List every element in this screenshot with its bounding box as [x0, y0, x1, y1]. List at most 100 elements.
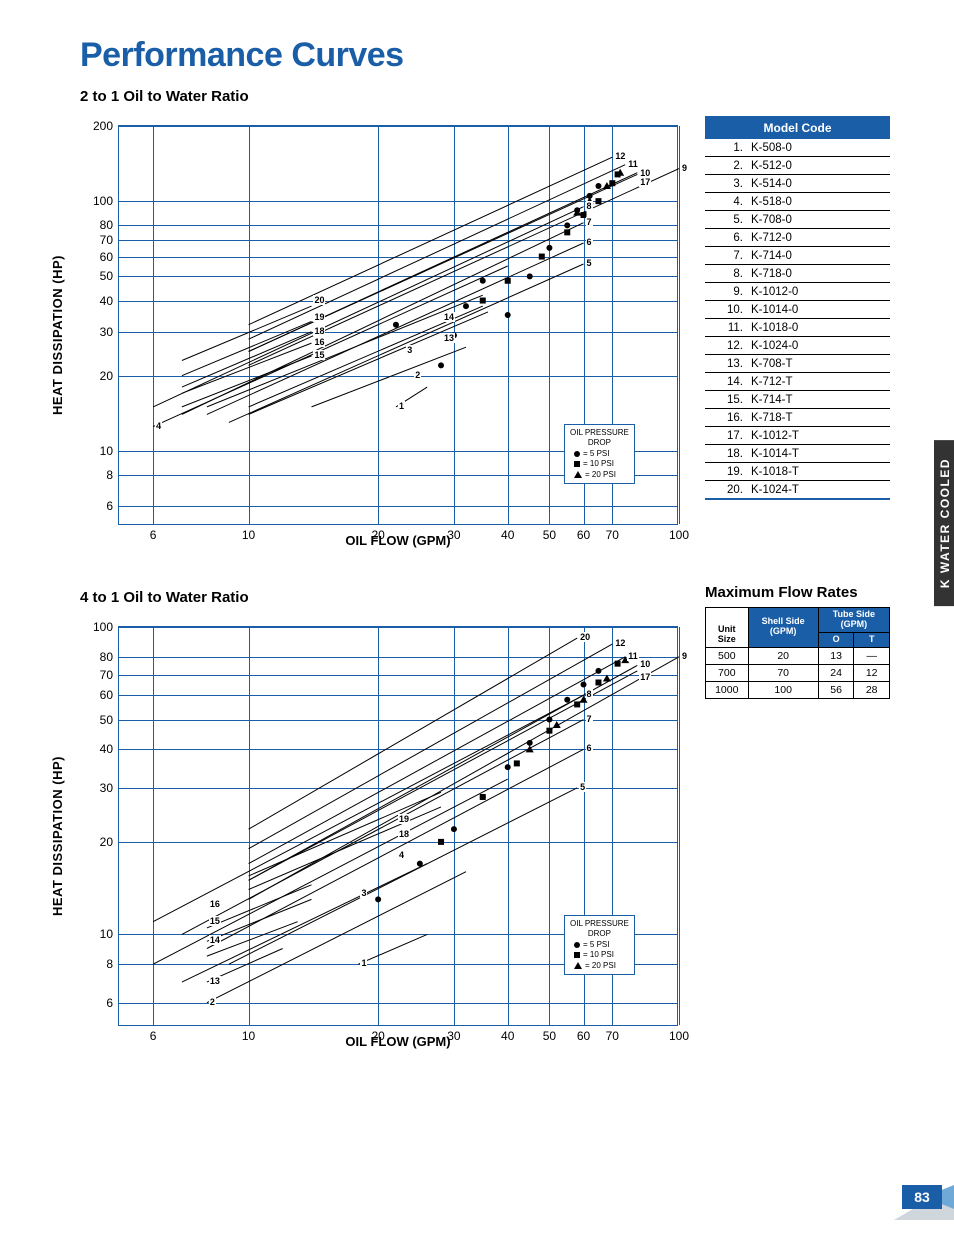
- ytick-label: 80: [100, 218, 119, 232]
- circle-icon: [574, 451, 580, 457]
- model-row-code: K-1014-0: [745, 301, 890, 319]
- model-row-num: 20.: [705, 481, 745, 500]
- xtick-label: 100: [669, 1025, 689, 1043]
- chart2-subtitle: 4 to 1 Oil to Water Ratio: [80, 589, 700, 606]
- model-row-num: 18.: [705, 445, 745, 463]
- chart1-xlabel: OIL FLOW (GPM): [118, 533, 678, 548]
- ytick-label: 20: [100, 835, 119, 849]
- legend-label: = 10 PSI: [583, 950, 614, 960]
- line-label: 2: [414, 370, 421, 380]
- xtick-label: 60: [577, 524, 590, 542]
- model-row-code: K-512-0: [745, 157, 890, 175]
- line-label: 14: [443, 312, 455, 322]
- model-row: 8.K-718-0: [705, 265, 890, 283]
- flow-h-t: T: [854, 632, 890, 647]
- ytick-label: 8: [106, 468, 119, 482]
- line-label: 16: [313, 337, 325, 347]
- line-label: 19: [398, 814, 410, 824]
- page-title: Performance Curves: [80, 36, 890, 75]
- ytick-label: 50: [100, 713, 119, 727]
- model-row-num: 13.: [705, 355, 745, 373]
- ytick-label: 30: [100, 325, 119, 339]
- line-label: 19: [313, 312, 325, 322]
- line-label: 5: [586, 258, 593, 268]
- line-label: 1: [398, 401, 405, 411]
- line-label: 9: [681, 651, 688, 661]
- circle-icon: [574, 942, 580, 948]
- model-row: 3.K-514-0: [705, 175, 890, 193]
- model-row-code: K-708-T: [745, 355, 890, 373]
- model-row-code: K-518-0: [745, 193, 890, 211]
- ytick-label: 20: [100, 369, 119, 383]
- triangle-icon: [574, 962, 582, 969]
- ytick-label: 60: [100, 250, 119, 264]
- model-row-num: 3.: [705, 175, 745, 193]
- model-row-code: K-508-0: [745, 139, 890, 157]
- ytick-label: 60: [100, 688, 119, 702]
- model-row: 7.K-714-0: [705, 247, 890, 265]
- model-row: 17.K-1012-T: [705, 427, 890, 445]
- line-label: 6: [586, 237, 593, 247]
- xtick-label: 40: [501, 524, 514, 542]
- model-row-code: K-712-0: [745, 229, 890, 247]
- xtick-label: 60: [577, 1025, 590, 1043]
- model-row-code: K-1014-T: [745, 445, 890, 463]
- model-row-num: 7.: [705, 247, 745, 265]
- line-label: 15: [209, 916, 221, 926]
- model-row: 4.K-518-0: [705, 193, 890, 211]
- model-row-num: 4.: [705, 193, 745, 211]
- triangle-icon: [574, 471, 582, 478]
- ytick-label: 10: [100, 927, 119, 941]
- line-label: 8: [586, 689, 593, 699]
- ytick-label: 6: [106, 499, 119, 513]
- model-row-code: K-1012-T: [745, 427, 890, 445]
- line-label: 20: [313, 295, 325, 305]
- xtick-label: 70: [606, 524, 619, 542]
- chart-legend: OIL PRESSUREDROP= 5 PSI= 10 PSI= 20 PSI: [564, 424, 635, 484]
- xtick-label: 50: [543, 1025, 556, 1043]
- line-label: 3: [406, 345, 413, 355]
- line-label: 16: [209, 899, 221, 909]
- model-row-num: 2.: [705, 157, 745, 175]
- legend-row: = 20 PSI: [570, 470, 629, 480]
- chart2: 6810203040506070801006102030405060701002…: [118, 626, 678, 1026]
- legend-label: = 5 PSI: [583, 940, 609, 950]
- line-label: 17: [639, 672, 651, 682]
- line-label: 7: [586, 714, 593, 724]
- model-row-code: K-1024-0: [745, 337, 890, 355]
- model-row-code: K-1018-0: [745, 319, 890, 337]
- line-label: 18: [398, 829, 410, 839]
- line-label: 18: [313, 326, 325, 336]
- model-row-num: 6.: [705, 229, 745, 247]
- model-row: 2.K-512-0: [705, 157, 890, 175]
- xtick-label: 6: [150, 524, 157, 542]
- model-row-code: K-1018-T: [745, 463, 890, 481]
- ytick-label: 10: [100, 444, 119, 458]
- line-label: 20: [579, 632, 591, 642]
- legend-title1: OIL PRESSURE: [570, 919, 629, 929]
- legend-row: = 5 PSI: [570, 449, 629, 459]
- legend-row: = 10 PSI: [570, 950, 629, 960]
- legend-label: = 20 PSI: [585, 470, 616, 480]
- chart1-ylabel: HEAT DISSIPATION (HP): [50, 255, 65, 415]
- line-label: 14: [209, 935, 221, 945]
- line-label: 5: [579, 782, 586, 792]
- model-row: 9.K-1012-0: [705, 283, 890, 301]
- model-row: 15.K-714-T: [705, 391, 890, 409]
- ytick-label: 40: [100, 742, 119, 756]
- line-label: 4: [398, 850, 405, 860]
- chart1: 6810203040506070801002006102030405060701…: [118, 125, 678, 525]
- chart1-subtitle: 2 to 1 Oil to Water Ratio: [80, 88, 890, 105]
- chart2-ylabel: HEAT DISSIPATION (HP): [50, 756, 65, 916]
- ytick-label: 40: [100, 294, 119, 308]
- line-label: 6: [586, 743, 593, 753]
- model-code-table: Model Code 1.K-508-02.K-512-03.K-514-04.…: [705, 116, 890, 500]
- model-row: 1.K-508-0: [705, 139, 890, 157]
- model-row: 19.K-1018-T: [705, 463, 890, 481]
- model-row-num: 8.: [705, 265, 745, 283]
- chart2-xlabel: OIL FLOW (GPM): [118, 1034, 678, 1049]
- flow-row: 10001005628: [706, 681, 890, 698]
- line-label: 10: [639, 659, 651, 669]
- model-row-code: K-1012-0: [745, 283, 890, 301]
- model-row-num: 5.: [705, 211, 745, 229]
